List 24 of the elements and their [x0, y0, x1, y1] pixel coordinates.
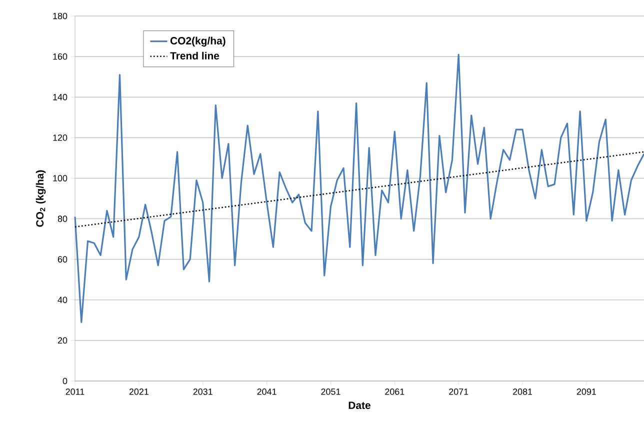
x-tick-label: 2051 — [321, 388, 340, 395]
y-tick-label: 100 — [53, 175, 68, 182]
y-tick-label: 120 — [53, 134, 68, 141]
x-tick-label: 2071 — [449, 388, 468, 395]
x-tick-label: 2041 — [257, 388, 276, 395]
y-tick-label: 140 — [53, 94, 68, 100]
y-tick-label: 0 — [62, 378, 68, 384]
y-tick-label: 20 — [58, 337, 68, 344]
x-axis-title: Date — [348, 402, 370, 410]
x-tick-label: 2061 — [385, 388, 404, 395]
legend-label: CO2(kg/ha) — [170, 36, 226, 47]
y-tick-label: 80 — [58, 216, 68, 222]
x-tick-label: 2031 — [193, 388, 212, 395]
y-axis-title: CO$_{2}$ (kg/ha) — [36, 170, 46, 227]
line-series — [74, 54, 644, 323]
x-tick-label: 2091 — [576, 388, 596, 395]
legend-label: Trend line — [170, 52, 220, 60]
x-tick-label: 2011 — [66, 388, 84, 395]
y-tick-label: 180 — [53, 12, 68, 20]
x-tick-label: 2021 — [129, 388, 148, 395]
y-tick-label: 40 — [58, 296, 68, 304]
x-tick-label: 2081 — [513, 388, 532, 395]
y-tick-label: 160 — [53, 53, 68, 60]
y-tick-label: 60 — [58, 256, 68, 263]
